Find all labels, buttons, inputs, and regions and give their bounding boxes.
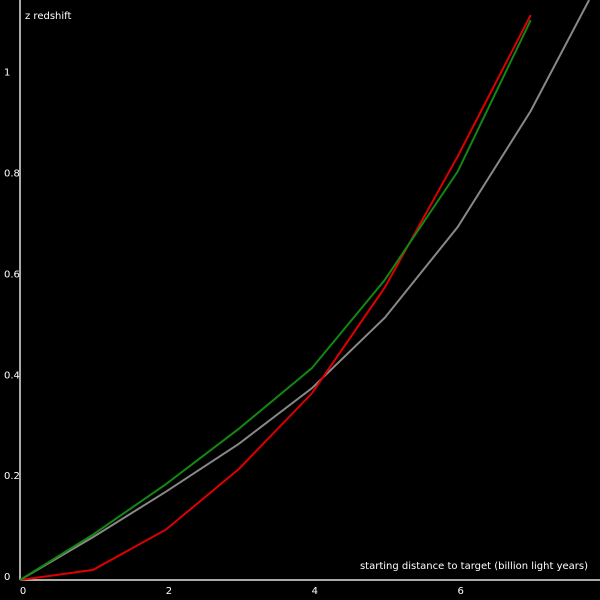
- y-tick-label: 0.4: [4, 370, 20, 381]
- y-tick-label: 0: [4, 572, 10, 583]
- y-tick-label: 1: [4, 68, 10, 79]
- x-tick-label: 0: [20, 586, 26, 597]
- x-tick-label: 4: [312, 586, 318, 597]
- series-line: [19, 19, 532, 581]
- y-tick-label: 0.2: [4, 471, 20, 482]
- series-line: [19, 0, 590, 581]
- y-tick-label: 0.6: [4, 269, 20, 280]
- x-axis-label: starting distance to target (billion lig…: [360, 561, 588, 572]
- series-line: [19, 14, 532, 581]
- y-axis-label: z redshift: [25, 11, 71, 22]
- x-tick-label: 2: [166, 586, 172, 597]
- x-tick-label: 6: [458, 586, 464, 597]
- y-tick-label: 0.8: [4, 169, 20, 180]
